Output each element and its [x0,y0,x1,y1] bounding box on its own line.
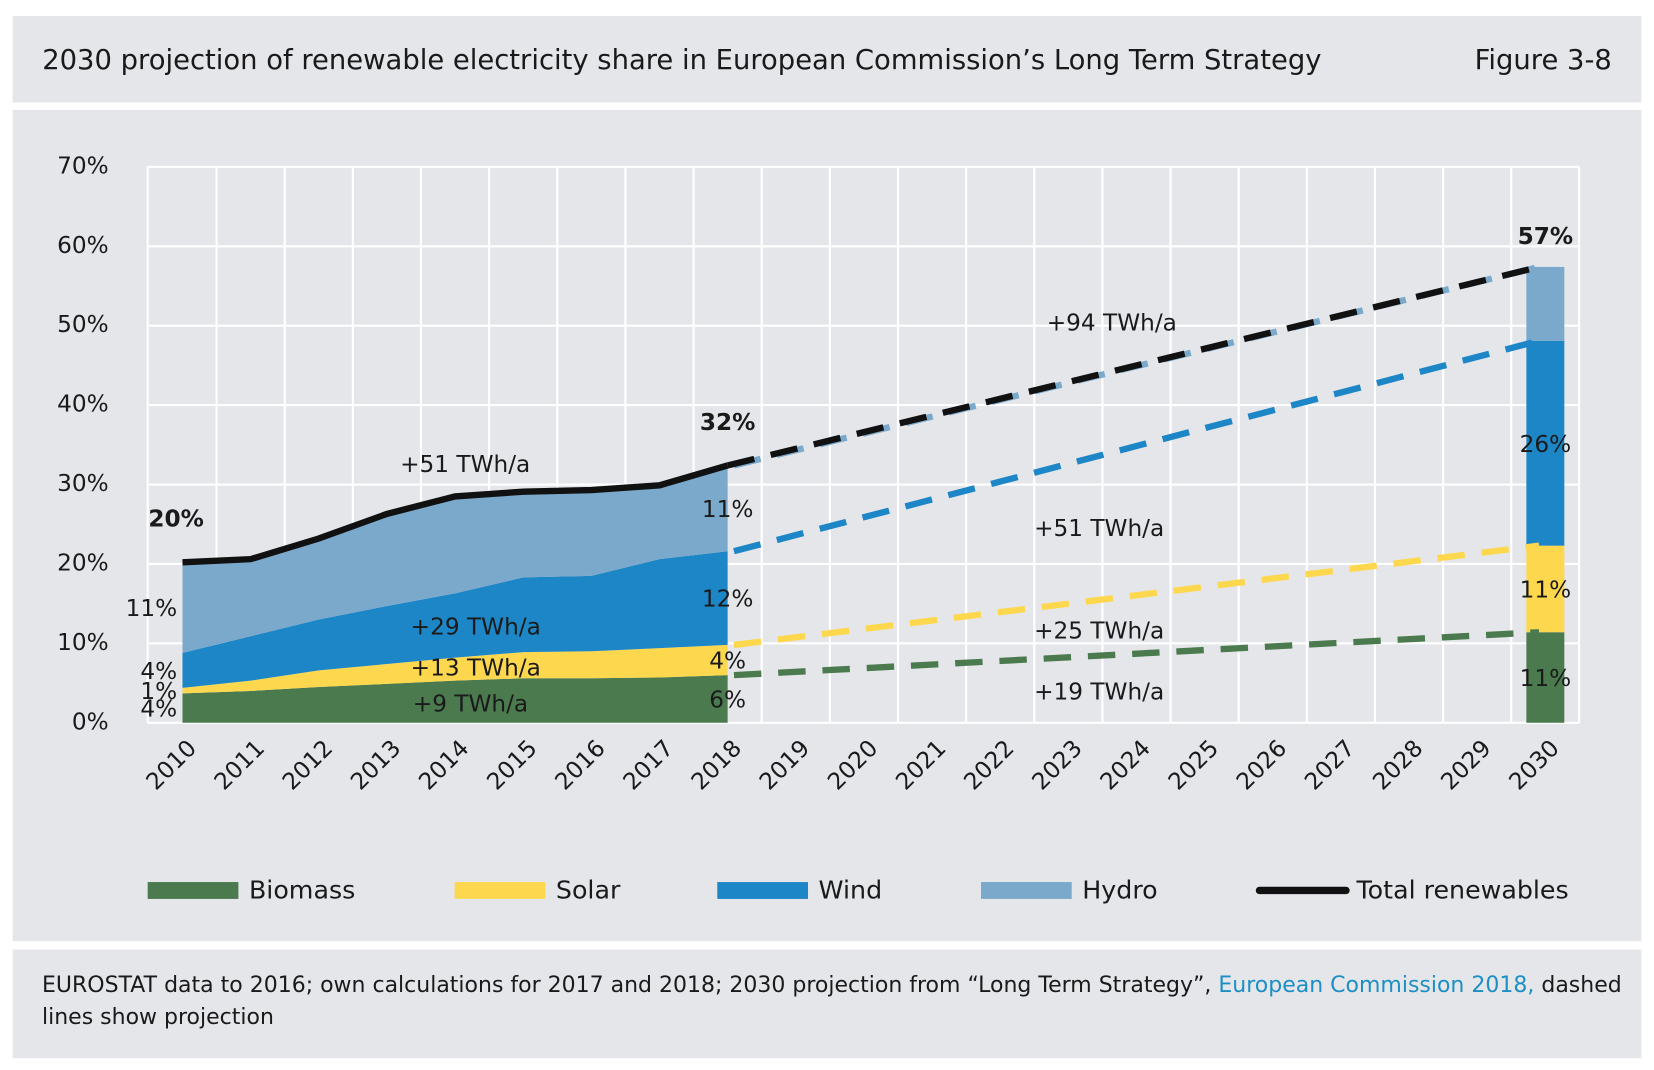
y-tick-label: 30% [57,470,109,497]
figure-number: Figure 3-8 [1475,45,1612,76]
legend-label: Hydro [1082,876,1157,905]
legend-swatch [981,882,1072,899]
y-tick-label: 40% [57,391,109,418]
annotation: +13 TWh/a [411,654,541,681]
footer-box [12,949,1642,1059]
data-label: 12% [702,586,754,613]
annotation: +19 TWh/a [1034,679,1164,706]
y-tick-label: 50% [57,311,109,338]
area [182,551,728,688]
data-label: 6% [709,687,746,714]
annotation: +51 TWh/a [1034,515,1164,542]
footnote: EUROSTAT data to 2016; own calculations … [42,970,1642,1034]
bar [1526,545,1565,633]
note-link[interactable]: European Commission 2018, [1218,973,1535,998]
projection-line [733,542,1540,649]
y-tick-label: 70% [57,152,109,179]
data-label: 11% [1520,665,1572,692]
data-label: 11% [126,595,178,622]
total-line [182,462,729,566]
projection-line [733,337,1540,555]
data-label: 4% [140,696,177,723]
bar [1526,632,1565,723]
projection-line [733,629,1540,679]
data-label: 11% [1520,577,1572,604]
legend-label: Solar [556,876,621,905]
note-text: EUROSTAT data to 2016; own calculations … [42,973,1219,998]
chart-title: 2030 projection of renewable electricity… [42,45,1321,76]
note-text: dashed lines show projection [42,973,1622,1030]
bar [1526,340,1565,546]
y-tick-label: 20% [57,549,109,576]
annotation: +94 TWh/a [1047,310,1177,337]
legend-label: Total renewables [1356,876,1569,905]
annotation: +29 TWh/a [411,613,541,640]
legend-swatch [717,882,809,899]
area [182,465,728,653]
annotation: +25 TWh/a [1034,618,1164,645]
legend-swatch [454,882,546,899]
legend-label: Biomass [249,876,355,905]
data-label: 26% [1520,431,1572,458]
annotation: +51 TWh/a [400,451,530,478]
data-label: 11% [702,496,754,523]
y-tick-label: 10% [57,629,109,656]
total-label: 57% [1518,223,1574,250]
y-tick-label: 0% [72,708,109,735]
bar [1526,266,1565,341]
total-label: 32% [700,409,756,436]
data-label: 4% [709,648,746,675]
total-label: 20% [148,506,204,533]
data-label: 1% [140,678,177,705]
legend-swatch [147,882,239,899]
header-box [12,16,1642,103]
area [182,644,728,694]
total-projection [726,263,1540,469]
legend-label: Wind [819,876,883,905]
data-label: 4% [140,658,177,685]
y-tick-label: 60% [57,232,109,259]
annotation: +9 TWh/a [413,690,528,717]
